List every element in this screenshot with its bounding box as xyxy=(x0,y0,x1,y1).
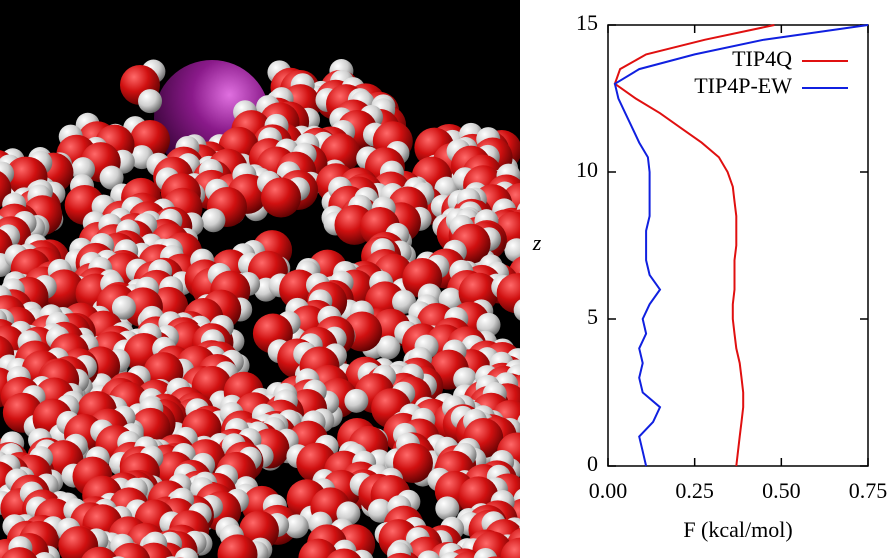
molecular-render xyxy=(0,59,558,558)
oxygen xyxy=(111,542,151,558)
hydrogen xyxy=(376,335,401,360)
hydrogen xyxy=(518,271,520,282)
oxygen xyxy=(217,534,258,558)
oxygen xyxy=(496,273,520,314)
series-line xyxy=(613,24,869,467)
x-tick-label: 0.00 xyxy=(589,478,628,503)
hydrogen xyxy=(417,550,440,558)
legend-label: TIP4P-EW xyxy=(694,73,792,98)
hydrogen xyxy=(513,299,520,321)
hydrogen xyxy=(534,255,558,279)
hydrogen xyxy=(284,514,309,539)
hydrogen xyxy=(518,275,520,286)
oxygen xyxy=(298,538,339,558)
hydrogen xyxy=(344,388,369,413)
y-tick-label: 0 xyxy=(587,451,598,476)
oxygen xyxy=(1,547,38,558)
hydrogen xyxy=(519,524,520,533)
oxygen xyxy=(58,526,99,558)
hydrogen xyxy=(517,414,520,431)
legend-label: TIP4Q xyxy=(732,46,792,71)
hydrogen xyxy=(524,444,548,468)
oxygen xyxy=(81,546,118,558)
hydrogen xyxy=(71,157,96,182)
hydrogen xyxy=(201,208,226,233)
hydrogen xyxy=(33,552,55,558)
oxygen xyxy=(44,269,85,310)
plot-frame xyxy=(607,24,869,467)
x-axis-label: F (kcal/mol) xyxy=(683,517,792,542)
hydrogen xyxy=(99,165,124,190)
series-line xyxy=(613,24,775,467)
hydrogen xyxy=(473,548,498,558)
hydrogen xyxy=(504,238,520,263)
oxygen xyxy=(500,537,520,558)
plot: F (kcal/mol) z 0.00 0.25 0.50 0.75 0 5 10 15 TIP… xyxy=(532,10,888,542)
hydrogen xyxy=(530,379,554,403)
y-tick-label: 10 xyxy=(576,157,598,182)
hydrogen xyxy=(138,89,163,114)
hydrogen xyxy=(476,312,501,337)
oxygen xyxy=(261,177,302,218)
hydrogen xyxy=(519,290,520,297)
x-tick-label: 0.25 xyxy=(675,478,714,503)
oxygen xyxy=(392,442,433,483)
oxygen xyxy=(327,548,362,558)
hydrogen xyxy=(174,547,199,558)
x-tick-label: 0.75 xyxy=(849,478,888,503)
y-axis-label: z xyxy=(532,230,542,255)
oxygen xyxy=(387,552,414,558)
hydrogen xyxy=(516,203,520,221)
hydrogen xyxy=(526,552,550,558)
y-tick-label: 5 xyxy=(587,304,598,329)
hydrogen xyxy=(522,177,546,201)
y-tick-label: 15 xyxy=(576,10,598,35)
hydrogen xyxy=(111,295,136,320)
x-tick-label: 0.50 xyxy=(762,478,801,503)
hydrogen xyxy=(435,496,460,521)
